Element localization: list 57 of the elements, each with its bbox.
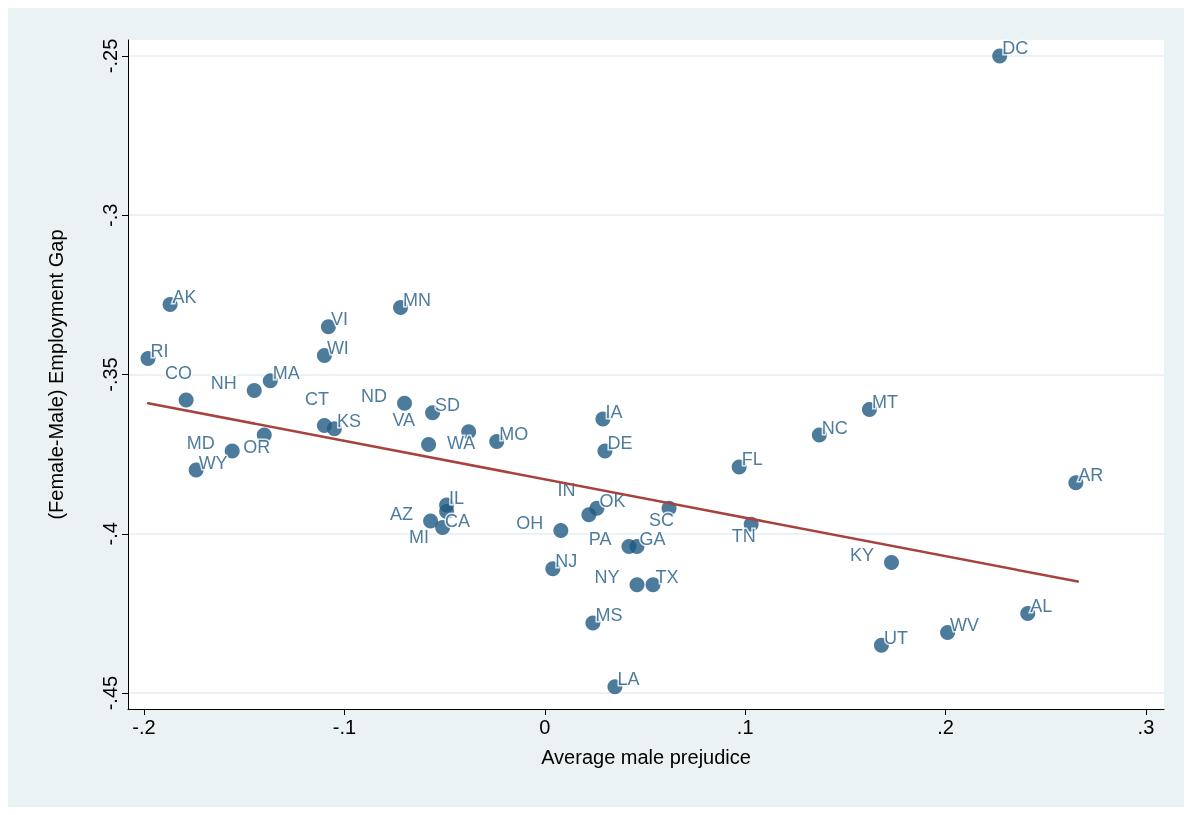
data-label: CA — [445, 510, 471, 531]
data-label: MN — [403, 290, 432, 311]
data-label: TX — [655, 567, 679, 588]
data-label: AR — [1078, 465, 1104, 486]
data-label: NH — [210, 372, 237, 393]
data-label: MT — [871, 392, 898, 413]
data-label: TN — [731, 525, 756, 546]
data-label: DE — [607, 433, 633, 454]
data-label: ND — [361, 385, 388, 406]
data-label: MO — [499, 423, 529, 444]
x-tick-label: 0 — [539, 716, 551, 738]
data-label: LA — [617, 669, 640, 690]
y-tick-label: -.25 — [99, 38, 121, 74]
y-tick-label: -.35 — [99, 357, 121, 392]
data-label: MA — [272, 363, 300, 384]
data-label: UT — [883, 627, 908, 648]
data-label: FL — [741, 449, 763, 470]
data-label: WA — [446, 433, 476, 454]
data-label: SC — [649, 509, 675, 530]
data-label: MI — [409, 526, 430, 547]
data-label: MS — [595, 605, 623, 626]
x-tick-label: .2 — [937, 716, 954, 738]
data-label: OR — [243, 436, 271, 457]
data-label: AL — [1030, 595, 1053, 616]
data-label: OH — [516, 513, 544, 534]
data-label: NY — [594, 567, 620, 588]
x-tick-label: -.2 — [132, 716, 156, 738]
data-label: NC — [821, 417, 848, 438]
data-label: WV — [950, 615, 980, 636]
data-label: AK — [172, 286, 197, 307]
data-label: IL — [449, 487, 465, 508]
data-label: CO — [165, 363, 193, 384]
y-tick-label: -.45 — [99, 675, 121, 711]
x-axis-title: Average male prejudice — [541, 746, 751, 768]
x-tick-label: .1 — [736, 716, 754, 738]
data-label: OK — [599, 490, 626, 511]
data-label: CT — [304, 388, 329, 409]
y-axis-title: (Female-Male) Employment Gap — [45, 229, 67, 520]
data-label: WY — [198, 452, 228, 473]
data-label: AZ — [390, 503, 414, 524]
data-label: NJ — [555, 551, 578, 572]
data-label: KY — [849, 544, 874, 565]
data-label: DC — [1002, 38, 1029, 59]
data-label: VA — [392, 410, 416, 431]
data-label: RI — [150, 341, 169, 362]
data-label: IA — [605, 401, 623, 422]
data-label: VI — [330, 309, 348, 330]
y-tick-label: -.4 — [99, 522, 121, 546]
x-tick-label: -.1 — [332, 716, 357, 738]
data-label: KS — [336, 411, 361, 432]
x-tick-label: .3 — [1137, 716, 1155, 738]
data-label: SD — [435, 395, 461, 416]
data-label: PA — [588, 529, 612, 550]
data-label: MD — [186, 433, 215, 454]
data-label: GA — [639, 529, 666, 550]
data-label: WI — [326, 337, 349, 358]
y-tick-label: -.3 — [99, 203, 121, 227]
